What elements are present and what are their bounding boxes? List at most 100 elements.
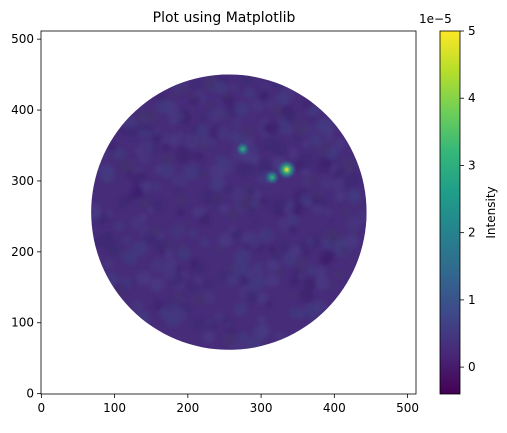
texture-blob bbox=[137, 151, 151, 164]
y-tick-label: 300 bbox=[11, 174, 34, 188]
texture-blob bbox=[114, 222, 124, 231]
texture-blob bbox=[186, 281, 198, 294]
texture-blob bbox=[248, 143, 261, 156]
texture-blob bbox=[248, 265, 264, 281]
texture-blob bbox=[91, 203, 102, 219]
texture-blob bbox=[160, 153, 174, 166]
texture-blob bbox=[216, 126, 230, 140]
texture-blob bbox=[320, 256, 330, 266]
texture-blob bbox=[258, 123, 265, 131]
texture-blob bbox=[202, 75, 218, 90]
intensity-peak bbox=[235, 141, 251, 157]
texture-blob bbox=[278, 217, 292, 231]
texture-blob bbox=[211, 193, 223, 205]
texture-blob bbox=[113, 147, 126, 161]
texture-blob bbox=[306, 238, 314, 245]
texture-blob bbox=[313, 190, 323, 201]
texture-blob bbox=[168, 302, 181, 315]
texture-blob bbox=[162, 240, 174, 252]
colorbar-tick-label: 3 bbox=[468, 158, 476, 172]
texture-blob bbox=[192, 292, 206, 306]
texture-blob bbox=[159, 249, 166, 256]
texture-blob bbox=[196, 124, 209, 137]
texture-blob bbox=[284, 110, 297, 123]
texture-blob bbox=[155, 98, 172, 114]
texture-blob bbox=[252, 218, 260, 226]
texture-blob bbox=[131, 300, 145, 313]
y-tick-label: 500 bbox=[11, 32, 34, 46]
texture-blob bbox=[206, 318, 215, 327]
texture-blob bbox=[203, 279, 213, 289]
texture-blob bbox=[334, 166, 346, 178]
texture-blob bbox=[122, 236, 131, 245]
texture-blob bbox=[144, 110, 159, 125]
texture-blob bbox=[214, 245, 224, 255]
texture-blob bbox=[307, 115, 316, 124]
texture-blob bbox=[154, 128, 161, 136]
texture-blob bbox=[103, 259, 114, 270]
texture-blob bbox=[161, 143, 170, 152]
texture-blob bbox=[309, 235, 322, 248]
texture-blob bbox=[258, 315, 267, 325]
texture-blob bbox=[272, 142, 288, 158]
colorbar-tick-label: 1 bbox=[468, 293, 476, 307]
texture-blob bbox=[324, 133, 335, 143]
texture-blob bbox=[304, 302, 321, 318]
texture-blob bbox=[124, 125, 138, 139]
texture-blob bbox=[191, 319, 203, 331]
texture-blob bbox=[256, 292, 268, 305]
texture-blob bbox=[149, 277, 165, 292]
texture-blob bbox=[184, 133, 199, 149]
texture-blob bbox=[177, 210, 185, 218]
texture-blob bbox=[325, 208, 332, 216]
texture-blob bbox=[190, 79, 202, 91]
texture-blob bbox=[214, 311, 225, 322]
texture-blob bbox=[250, 200, 259, 208]
texture-blob bbox=[345, 215, 361, 231]
texture-blob bbox=[278, 267, 285, 274]
texture-blob bbox=[122, 249, 138, 265]
texture-blob bbox=[189, 229, 198, 238]
texture-blob bbox=[136, 271, 152, 286]
texture-blob bbox=[206, 137, 216, 147]
texture-blob bbox=[168, 134, 180, 146]
texture-blob bbox=[315, 266, 326, 277]
colorbar-offset-text: 1e−5 bbox=[419, 12, 452, 26]
x-tick-label: 100 bbox=[103, 401, 126, 415]
texture-blob bbox=[238, 332, 249, 343]
texture-blob bbox=[171, 92, 179, 101]
texture-blob bbox=[256, 323, 270, 338]
texture-blob bbox=[228, 225, 236, 233]
texture-blob bbox=[274, 92, 289, 107]
colorbar-tick-label: 0 bbox=[468, 360, 476, 374]
texture-blob bbox=[218, 203, 229, 214]
texture-blob bbox=[303, 276, 317, 291]
texture-blob bbox=[175, 194, 188, 207]
texture-blob bbox=[230, 275, 241, 286]
texture-blob bbox=[232, 232, 241, 240]
texture-blob bbox=[202, 331, 215, 344]
texture-blob bbox=[153, 300, 164, 311]
texture-blob bbox=[246, 186, 256, 195]
colorbar-gradient bbox=[440, 31, 460, 394]
texture-blob bbox=[244, 88, 255, 99]
texture-blob bbox=[258, 157, 272, 171]
texture-blob bbox=[195, 133, 209, 147]
texture-blob bbox=[301, 99, 312, 110]
texture-blob bbox=[260, 197, 269, 206]
texture-blob bbox=[292, 268, 300, 276]
texture-blob bbox=[208, 108, 221, 122]
texture-blob bbox=[131, 185, 144, 198]
texture-blob bbox=[217, 156, 229, 167]
texture-blob bbox=[303, 179, 310, 186]
texture-blob bbox=[107, 141, 117, 151]
texture-blob bbox=[176, 246, 191, 261]
texture-blob bbox=[267, 245, 277, 254]
colorbar-ticks: 0 1 2 3 4 5 bbox=[460, 24, 476, 374]
texture-blob bbox=[348, 172, 363, 187]
texture-blob bbox=[193, 209, 200, 217]
texture-blob bbox=[288, 225, 297, 234]
texture-blob bbox=[138, 129, 147, 137]
y-tick-label: 100 bbox=[11, 316, 34, 330]
texture-blob bbox=[286, 200, 295, 210]
